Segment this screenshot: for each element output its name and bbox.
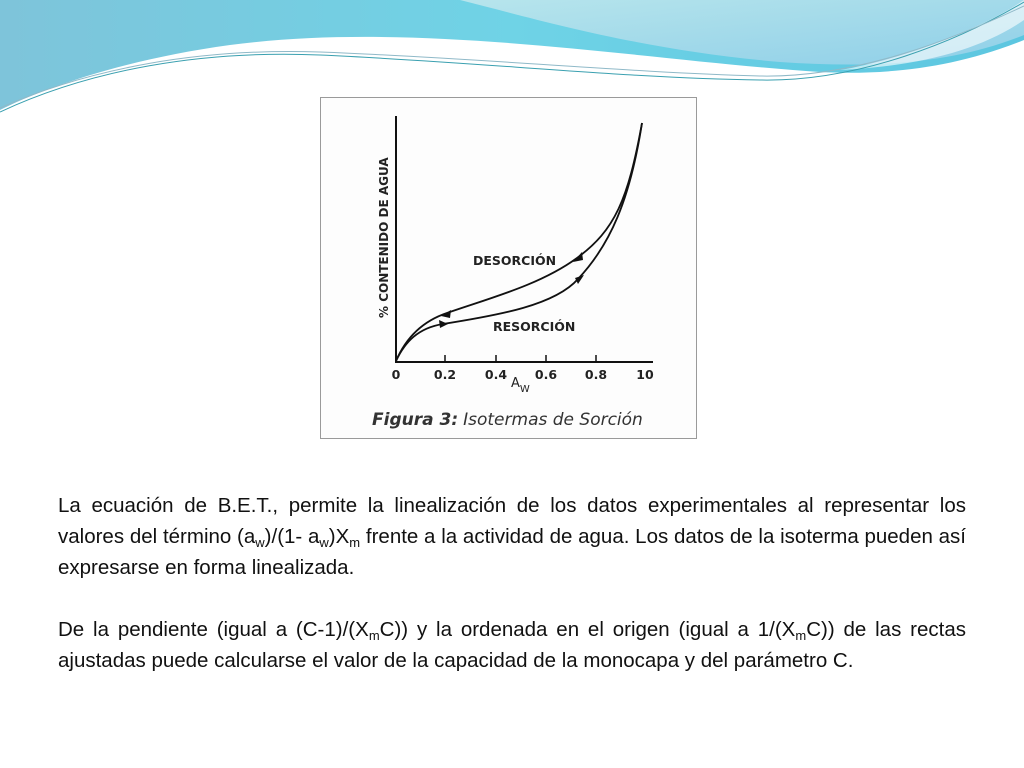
paragraph-slope-intercept: De la pendiente (igual a (C-1)/(XmC)) y … [58, 618, 966, 672]
arrow-icon [575, 275, 584, 284]
x-axis-label: AW [511, 376, 530, 395]
isotherm-plot: % CONTENIDO DE AGUA DESORCIÓN RESORCIÓN … [372, 116, 654, 430]
y-axis-label: % CONTENIDO DE AGUA [377, 157, 391, 318]
x-tick-label: 10 [636, 367, 654, 382]
x-tick-label: 0.2 [434, 367, 456, 382]
resorcion-curve [395, 122, 643, 362]
x-tick-label: 0 [392, 367, 401, 382]
arrow-icon [439, 320, 448, 328]
arrow-icon [441, 310, 451, 318]
desorcion-curve [395, 122, 643, 362]
x-tick-label: 0.4 [485, 367, 507, 382]
figure-caption: Figura 3: Isotermas de Sorción [372, 410, 643, 430]
resorcion-label: RESORCIÓN [493, 319, 575, 334]
x-tick-label: 0.6 [535, 367, 557, 382]
sorption-isotherm-figure [320, 97, 697, 439]
arrow-icon [573, 252, 583, 262]
paragraph-bet-linearization: La ecuación de B.E.T., permite la lineal… [58, 494, 966, 579]
desorcion-label: DESORCIÓN [473, 253, 556, 268]
x-tick-label: 0.8 [585, 367, 607, 382]
